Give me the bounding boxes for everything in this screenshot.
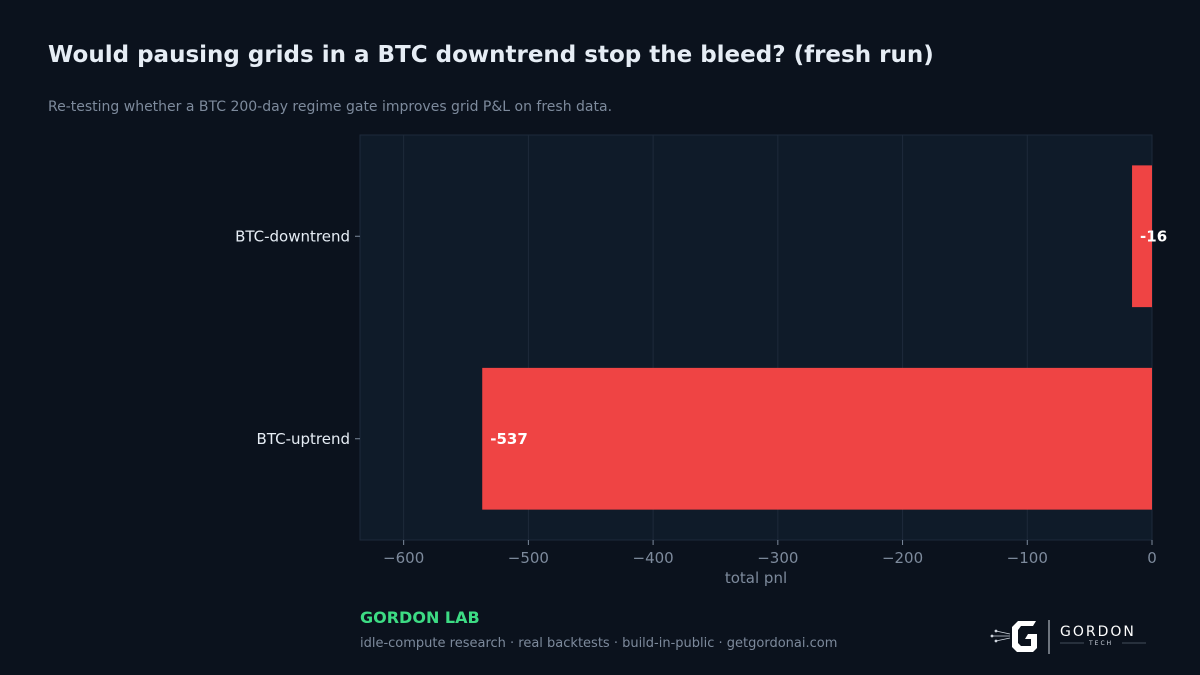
data-label: -16 xyxy=(1140,227,1167,245)
x-tick-label: −600 xyxy=(383,549,424,567)
x-tick-label: −100 xyxy=(1007,549,1048,567)
data-label: -537 xyxy=(490,430,528,448)
logo-subtext: TECH xyxy=(1088,640,1113,647)
x-tick-label: −500 xyxy=(508,549,549,567)
brand-name: GORDON LAB xyxy=(360,608,480,627)
category-label: BTC-uptrend xyxy=(257,430,350,448)
category-label: BTC-downtrend xyxy=(235,227,350,245)
x-tick-label: −300 xyxy=(757,549,798,567)
x-tick-label: −400 xyxy=(633,549,674,567)
bar xyxy=(1132,165,1152,308)
chart-subtitle: Re-testing whether a BTC 200-day regime … xyxy=(48,99,613,115)
brand-tagline: idle-compute research · real backtests ·… xyxy=(360,636,838,651)
x-tick-label: 0 xyxy=(1147,549,1157,567)
circuit-lines-icon xyxy=(990,629,1011,643)
bar-chart: −600 −500 −400 −300 −200 −100 0 total pnl BTC-do… xyxy=(235,134,1167,587)
chart-title: Would pausing grids in a BTC downtrend s… xyxy=(48,42,934,68)
bar xyxy=(482,367,1152,510)
logo-wordmark: GORDON xyxy=(1060,624,1136,640)
x-axis-label: total pnl xyxy=(725,569,787,587)
x-tick-label: −200 xyxy=(882,549,923,567)
g-mark-icon xyxy=(1012,621,1037,652)
gordon-tech-logo: GORDON TECH xyxy=(990,620,1146,654)
